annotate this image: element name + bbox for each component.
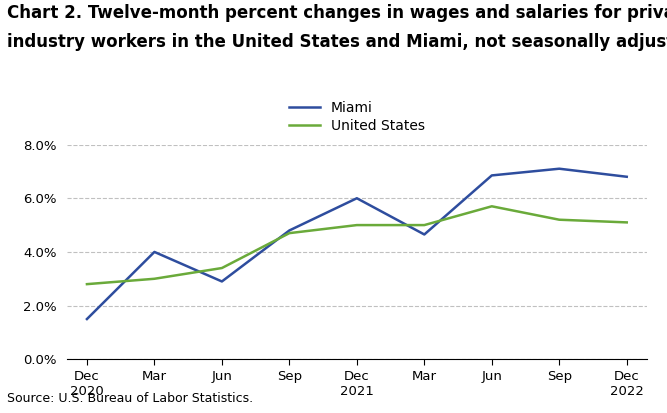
United States (218, 266, 226, 271)
Text: Source: U.S. Bureau of Labor Statistics.: Source: U.S. Bureau of Labor Statistics. (7, 392, 253, 405)
Miami (218, 279, 226, 284)
United States (285, 230, 293, 235)
Miami (83, 316, 91, 321)
Miami (623, 174, 631, 179)
Miami (420, 232, 428, 237)
Line: Miami: Miami (87, 169, 627, 319)
United States (353, 223, 361, 228)
United States (420, 223, 428, 228)
United States (623, 220, 631, 225)
Miami (151, 249, 159, 254)
Line: United States: United States (87, 206, 627, 284)
United States (151, 276, 159, 281)
Miami (555, 166, 563, 171)
United States (488, 204, 496, 209)
Miami (285, 228, 293, 233)
Miami (488, 173, 496, 178)
United States (555, 217, 563, 222)
Text: Chart 2. Twelve-month percent changes in wages and salaries for private: Chart 2. Twelve-month percent changes in… (7, 4, 667, 22)
Text: industry workers in the United States and Miami, not seasonally adjusted: industry workers in the United States an… (7, 33, 667, 51)
United States (83, 282, 91, 287)
Miami (353, 196, 361, 201)
Legend: Miami, United States: Miami, United States (289, 101, 425, 133)
